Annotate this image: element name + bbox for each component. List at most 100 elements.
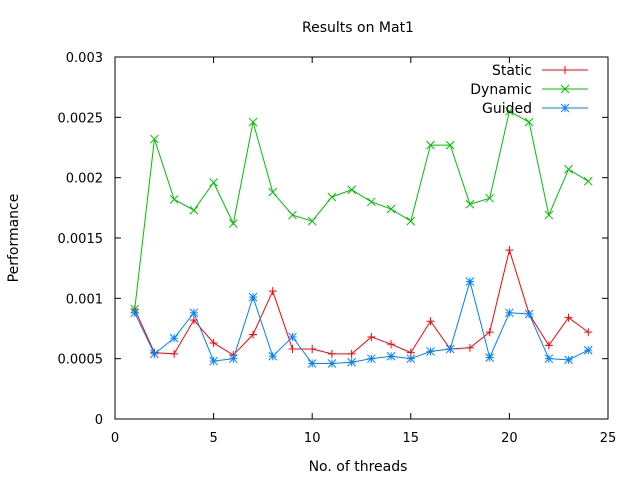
data-point: [169, 333, 179, 343]
data-point: [189, 308, 199, 318]
y-tick-label: 0: [95, 413, 103, 428]
data-point: [347, 357, 356, 367]
data-point: [406, 354, 416, 364]
data-point: [485, 328, 494, 337]
data-point: [465, 343, 474, 352]
data-point: [327, 359, 337, 368]
data-point: [170, 349, 179, 358]
data-point: [130, 308, 140, 318]
data-point: [367, 197, 376, 207]
data-point: [268, 287, 277, 296]
data-point: [445, 140, 455, 150]
legend-item: Static: [492, 63, 588, 79]
data-point: [248, 292, 258, 302]
legend-item: Guided: [482, 101, 588, 117]
x-tick-label: 15: [403, 431, 420, 446]
data-point: [505, 246, 514, 255]
data-point: [584, 328, 593, 337]
series-layer: [130, 106, 593, 368]
data-point: [485, 193, 495, 203]
data-point: [465, 277, 475, 286]
series-line: [134, 110, 589, 310]
x-axis: 0 5 10 15 20 25: [111, 57, 616, 446]
y-axis: 0 0.0005 0.001 0.0015 0.002 0.0025 0.003: [58, 51, 608, 428]
data-point: [583, 176, 593, 186]
data-point: [386, 204, 396, 214]
data-point: [505, 308, 514, 318]
data-point: [248, 117, 258, 127]
data-point: [307, 359, 317, 368]
data-point: [209, 356, 218, 366]
data-point: [564, 355, 573, 365]
data-point: [406, 216, 416, 226]
y-tick-label: 0.002: [66, 172, 103, 187]
legend-marker: [561, 66, 569, 74]
legend-label: Guided: [482, 101, 532, 117]
data-point: [544, 341, 553, 350]
data-point: [347, 185, 356, 195]
data-point: [327, 349, 336, 358]
y-tick-label: 0.0025: [58, 111, 104, 126]
data-point: [426, 317, 435, 326]
x-tick-label: 25: [600, 431, 617, 446]
legend-item: Dynamic: [470, 82, 588, 98]
data-point: [386, 351, 396, 361]
data-point: [268, 187, 278, 197]
x-tick-label: 5: [209, 431, 217, 446]
series-static: [130, 246, 593, 360]
data-point: [169, 195, 179, 204]
data-point: [544, 354, 554, 364]
legend: Static Dynamic Guided: [470, 63, 588, 117]
series-guided: [130, 277, 593, 368]
legend-marker: [560, 103, 570, 113]
data-point: [564, 313, 573, 322]
data-point: [150, 134, 159, 144]
data-point: [485, 353, 495, 362]
x-tick-label: 10: [304, 431, 321, 446]
data-point: [307, 216, 317, 226]
data-point: [288, 332, 297, 342]
y-tick-label: 0.003: [66, 51, 103, 66]
series-dynamic: [130, 106, 593, 314]
data-point: [583, 345, 593, 355]
y-tick-label: 0.0015: [58, 232, 104, 247]
y-tick-label: 0.001: [66, 292, 103, 307]
data-point: [524, 309, 534, 319]
y-tick-label: 0.0005: [58, 353, 104, 368]
data-point: [367, 354, 376, 364]
series-line: [134, 279, 589, 364]
data-point: [268, 351, 278, 361]
data-point: [564, 164, 573, 174]
data-point: [544, 210, 554, 220]
data-point: [308, 345, 317, 354]
x-tick-label: 20: [501, 431, 518, 446]
data-point: [505, 106, 514, 116]
x-axis-label: No. of threads: [309, 459, 408, 475]
data-point: [387, 340, 396, 349]
data-point: [524, 117, 534, 127]
data-point: [445, 344, 455, 354]
legend-label: Static: [492, 63, 532, 79]
y-axis-label: Performance: [6, 194, 22, 283]
chart-title: Results on Mat1: [302, 20, 414, 36]
data-point: [327, 192, 337, 202]
legend-label: Dynamic: [470, 82, 532, 98]
plot-frame: [114, 56, 609, 420]
data-point: [347, 349, 356, 358]
data-point: [426, 347, 435, 356]
data-point: [367, 332, 376, 341]
data-point: [209, 178, 218, 187]
series-line: [134, 248, 589, 356]
data-point: [228, 354, 238, 364]
data-point: [426, 140, 435, 150]
data-point: [209, 338, 218, 347]
data-point: [189, 205, 199, 215]
data-point: [249, 330, 258, 339]
legend-marker: [560, 84, 570, 94]
data-point: [288, 345, 297, 354]
data-point: [288, 210, 297, 220]
data-point: [465, 199, 475, 209]
data-point: [150, 349, 159, 359]
data-point: [228, 219, 238, 228]
